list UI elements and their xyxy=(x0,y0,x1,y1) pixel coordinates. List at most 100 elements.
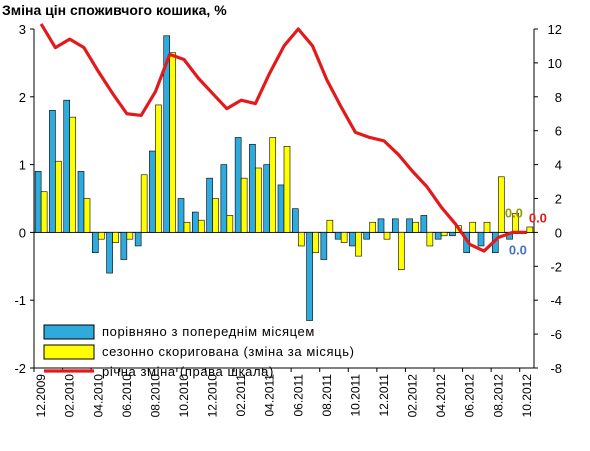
right-tick-label: 12 xyxy=(548,22,562,37)
bar-mom xyxy=(106,232,113,274)
bar-seasonal xyxy=(526,226,534,233)
bar-mom xyxy=(449,232,456,237)
bar-seasonal xyxy=(269,137,277,233)
end-value-label: 0.0 xyxy=(505,205,523,220)
legend-label: сезонно скоригована (зміна за місяць) xyxy=(102,344,355,359)
end-value-label: 0.0 xyxy=(529,210,547,225)
line-layer xyxy=(39,23,527,253)
bar-seasonal xyxy=(326,219,334,233)
bar-seasonal xyxy=(483,221,491,233)
bar-mom xyxy=(420,215,428,233)
bar-mom xyxy=(191,211,199,233)
right-tick-label: 0 xyxy=(555,225,562,240)
bar-mom xyxy=(377,218,385,233)
bar-seasonal xyxy=(369,221,377,233)
bar-seasonal xyxy=(40,191,48,233)
legend: порівняно з попереднім місяцем сезонно ск… xyxy=(43,324,355,379)
legend-swatch-seasonal xyxy=(43,344,95,360)
legend-label: річна зміна (права шкала) xyxy=(102,364,274,379)
bar-seasonal xyxy=(240,177,248,233)
right-tick-label: -2 xyxy=(550,259,562,274)
bar-mom xyxy=(277,184,285,233)
bar-seasonal xyxy=(126,232,134,240)
x-tick-label: 02.2011 xyxy=(234,374,248,417)
bar-seasonal xyxy=(340,232,348,243)
end-value-label: 0.0 xyxy=(509,242,527,257)
bar-seasonal xyxy=(283,145,291,233)
bar-mom xyxy=(177,198,185,233)
x-tick-label: 04.2010 xyxy=(91,374,105,418)
bar-seasonal xyxy=(83,198,91,233)
x-tick-label: 06.2012 xyxy=(463,374,477,418)
bar-seasonal xyxy=(140,174,148,233)
bar-seasonal xyxy=(383,232,391,240)
bar-seasonal xyxy=(412,221,419,233)
right-tick-label: 2 xyxy=(555,192,562,207)
bar-seasonal xyxy=(212,198,219,233)
bar-seasonal xyxy=(55,160,62,233)
bar-mom xyxy=(49,110,56,233)
right-tick-label: -8 xyxy=(550,361,562,376)
bar-mom xyxy=(220,164,228,233)
x-tick-label: 08.2011 xyxy=(320,374,334,417)
bar-mom xyxy=(77,171,85,233)
left-tick-label: -1 xyxy=(14,293,26,308)
bar-mom xyxy=(63,99,71,233)
x-tick-label: 02.2010 xyxy=(63,374,77,418)
right-tick-label: 6 xyxy=(555,124,562,139)
bar-seasonal xyxy=(112,232,119,243)
bar-mom xyxy=(91,232,99,254)
bar-mom xyxy=(320,232,328,260)
labels-layer: 0.0 0.0 0.0 xyxy=(505,205,547,257)
bar-seasonal xyxy=(426,232,434,247)
x-tick-label: 02.2012 xyxy=(406,374,420,418)
bar-mom xyxy=(234,137,242,233)
bar-seasonal xyxy=(226,215,234,233)
x-tick-label: 06.2010 xyxy=(120,374,134,418)
left-tick-label: 2 xyxy=(19,90,26,105)
bar-mom xyxy=(363,232,371,240)
legend-label: порівняно з попереднім місяцем xyxy=(102,324,315,339)
bar-mom xyxy=(134,232,142,247)
bar-mom xyxy=(249,143,256,233)
bar-seasonal xyxy=(197,219,205,233)
x-tick-label: 10.2011 xyxy=(348,374,362,417)
x-tick-label: 06.2011 xyxy=(291,374,305,417)
right-tick-label: -4 xyxy=(550,293,562,308)
bar-mom xyxy=(120,232,128,260)
bar-seasonal xyxy=(155,104,162,233)
bar-seasonal xyxy=(355,232,362,257)
bar-mom xyxy=(149,150,156,233)
right-tick-label: 8 xyxy=(555,90,562,105)
bar-seasonal xyxy=(169,52,177,233)
bars-layer xyxy=(34,35,534,321)
legend-swatch-mom xyxy=(43,324,95,340)
left-tick-label: 3 xyxy=(19,22,26,37)
x-tick-label: 12.2011 xyxy=(377,374,391,417)
x-tick-label: 10.2012 xyxy=(520,374,534,418)
bar-mom xyxy=(406,218,413,233)
bar-seasonal xyxy=(97,232,105,240)
right-tick-label: -6 xyxy=(550,327,562,342)
x-tick-label: 12.2010 xyxy=(206,374,220,418)
right-tick-label: 10 xyxy=(548,56,562,71)
bar-seasonal xyxy=(297,232,305,247)
x-tick-label: 12.2009 xyxy=(34,374,48,418)
x-tick-label: 08.2012 xyxy=(491,374,505,418)
left-tick-label: -2 xyxy=(14,361,26,376)
x-tick-label: 10.2010 xyxy=(177,374,191,418)
bar-seasonal xyxy=(469,221,477,233)
bar-mom xyxy=(34,171,42,233)
bar-mom xyxy=(263,164,271,233)
bar-mom xyxy=(291,208,299,233)
bar-seasonal xyxy=(440,232,448,237)
bar-mom xyxy=(434,232,442,240)
x-tick-label: 04.2012 xyxy=(434,374,448,418)
x-tick-label: 08.2010 xyxy=(148,374,162,418)
bar-seasonal xyxy=(255,167,262,233)
bar-mom xyxy=(334,232,342,240)
bar-mom xyxy=(391,218,399,233)
annual-change-line xyxy=(39,23,527,253)
chart-title: Зміна цін споживчого кошика, % xyxy=(2,2,227,18)
